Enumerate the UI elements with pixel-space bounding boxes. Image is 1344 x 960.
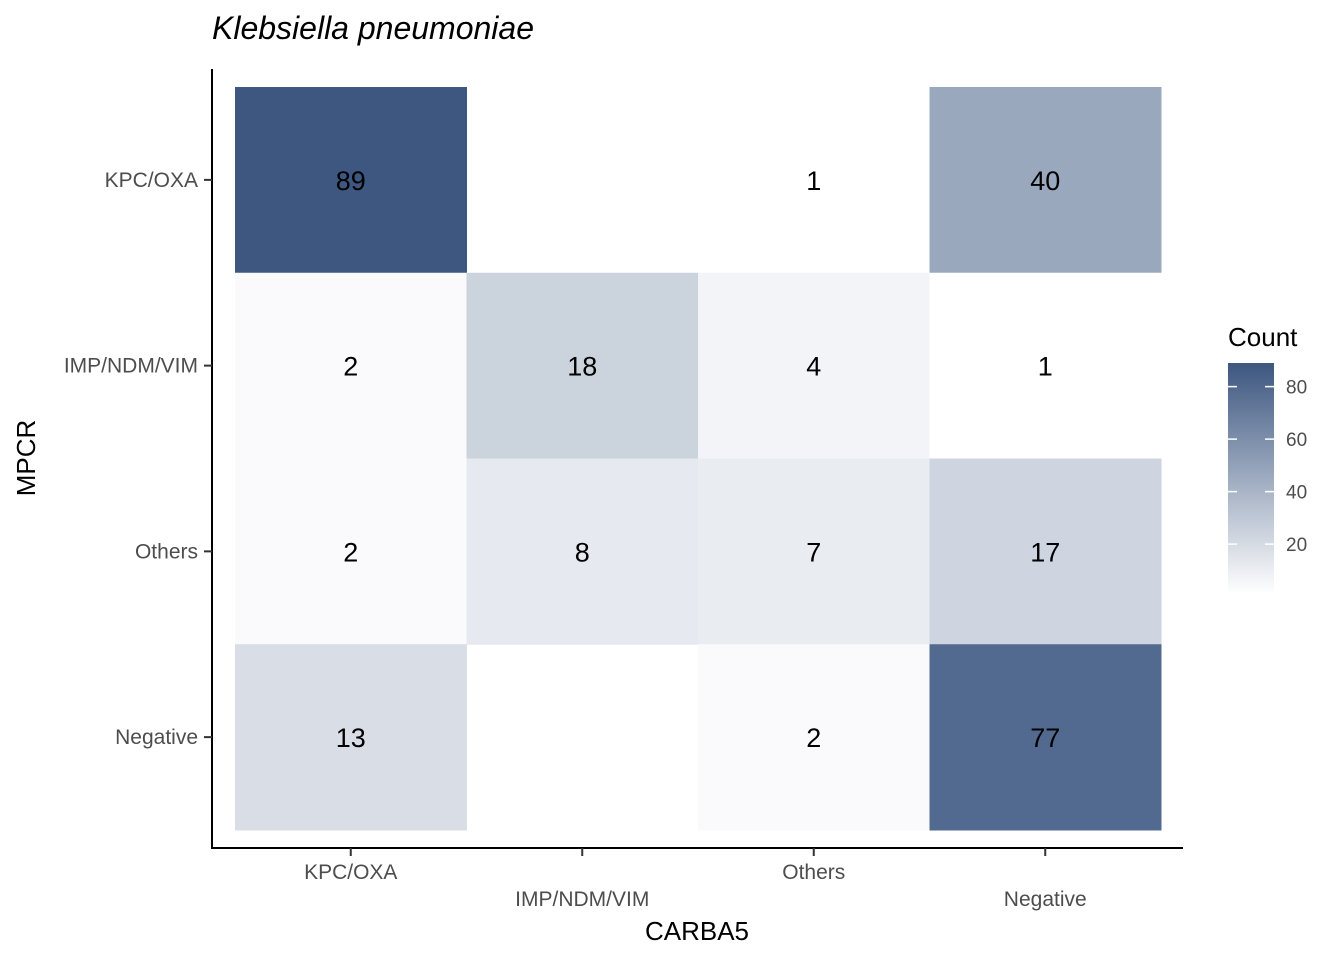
cell-value-label: 13 [336, 723, 366, 753]
legend: Count 20 40 60 80 [1228, 322, 1307, 594]
x-tick-label: Others [782, 861, 845, 884]
heatmap-cell [929, 644, 1162, 831]
legend-tick-label: 40 [1286, 483, 1307, 504]
cell-value-labels: 89 1 40 2 18 4 1 2 8 7 17 13 2 77 [336, 166, 1061, 753]
heatmap-cell [698, 458, 930, 645]
heatmap-cell [235, 272, 467, 459]
cell-value-label: 17 [1030, 537, 1060, 567]
legend-tick-label: 80 [1286, 378, 1307, 399]
cell-value-label: 2 [806, 723, 821, 753]
heatmap-cell [235, 644, 467, 831]
cell-value-label: 89 [336, 166, 366, 196]
legend-ticks: 20 40 60 80 [1228, 378, 1307, 556]
legend-title: Count [1228, 322, 1298, 352]
heatmap-cell [698, 87, 930, 274]
heatmap-cell [929, 87, 1162, 274]
chart-title: Klebsiella pneumoniae [212, 10, 534, 46]
heatmap-cells [235, 87, 1162, 831]
cell-value-label: 4 [806, 352, 821, 382]
legend-tick-label: 20 [1286, 535, 1307, 556]
cell-value-label: 18 [567, 352, 597, 382]
cell-value-label: 2 [343, 352, 358, 382]
y-tick-label: Others [135, 540, 198, 563]
x-tick-label: Negative [1004, 888, 1087, 911]
cell-value-label: 1 [806, 166, 821, 196]
heatmap-cell [235, 458, 467, 645]
x-tick-label: IMP/NDM/VIM [515, 888, 649, 911]
y-tick-label: KPC/OXA [105, 169, 198, 192]
y-tick-label: IMP/NDM/VIM [64, 355, 198, 378]
heatmap-cell [698, 272, 930, 459]
cell-value-label: 2 [343, 537, 358, 567]
legend-colorbar [1228, 363, 1274, 594]
cell-value-label: 8 [575, 537, 590, 567]
heatmap-cell [466, 458, 699, 645]
legend-tick-label: 60 [1286, 430, 1307, 451]
heatmap-cell [466, 272, 699, 459]
heatmap-cell [698, 644, 930, 831]
cell-value-label: 40 [1030, 166, 1060, 196]
y-axis-title: MPCR [11, 420, 41, 497]
x-axis-ticks: KPC/OXA IMP/NDM/VIM Others Negative [304, 848, 1087, 911]
x-tick-label: KPC/OXA [304, 861, 397, 884]
heatmap-cell [929, 458, 1162, 645]
y-axis-ticks: KPC/OXA IMP/NDM/VIM Others Negative [64, 169, 212, 749]
cell-value-label: 1 [1038, 352, 1053, 382]
cell-value-label: 77 [1030, 723, 1060, 753]
heatmap-cell [929, 272, 1162, 459]
x-axis-title: CARBA5 [645, 916, 749, 946]
heatmap-cell [235, 87, 467, 274]
cell-value-label: 7 [806, 537, 821, 567]
y-tick-label: Negative [115, 726, 198, 749]
